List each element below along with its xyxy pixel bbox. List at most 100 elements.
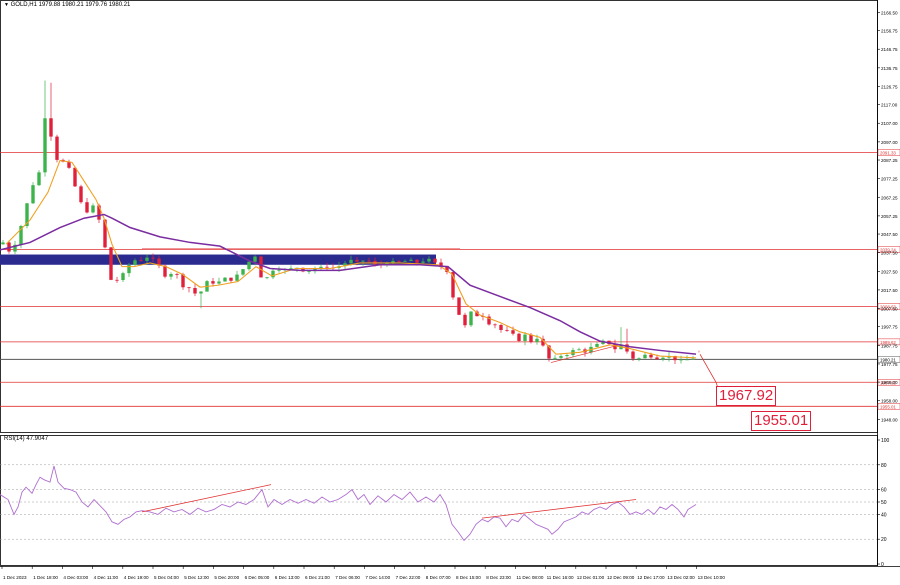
- price-tick-label: 2126.75: [881, 84, 898, 89]
- bullish-candle: [1, 242, 5, 245]
- price-tick-label: 1968.00: [881, 380, 898, 385]
- price-tick-label: 2037.50: [881, 251, 898, 256]
- bullish-candle: [643, 354, 647, 359]
- level-price-box: [877, 246, 900, 253]
- time-tick-label: 5 Dec 04:00: [154, 575, 179, 580]
- bullish-candle: [559, 356, 563, 358]
- price-tick-label: 1958.00: [881, 399, 898, 404]
- rsi-divergence-line-1: [141, 484, 272, 513]
- horizontal-levels-layer: 2091.33 2039.24 2008.63 1989.62 1980.21 1967.…: [0, 149, 900, 410]
- bearish-candle: [463, 314, 467, 326]
- time-tick-label: 8 Dec 07:00: [426, 575, 451, 580]
- level-price-label: 2008.63: [880, 304, 896, 309]
- price-tick-label: 2156.75: [881, 29, 898, 34]
- time-tick-label: 1 Dec 2023: [3, 575, 27, 580]
- bullish-candle: [523, 334, 527, 341]
- time-tick-label: 12 Dec 17:00: [637, 575, 665, 580]
- level-price-label: 1989.62: [880, 340, 896, 345]
- bearish-candle: [181, 274, 185, 288]
- time-tick-label: 4 Dec 11:00: [94, 575, 119, 580]
- bullish-candle: [469, 311, 473, 326]
- time-tick-label: 5 Dec 12:00: [184, 575, 209, 580]
- bullish-candle: [391, 260, 395, 264]
- bullish-candle: [127, 264, 131, 274]
- bullish-candle: [577, 349, 581, 351]
- level-price-label: 1980.21: [880, 357, 896, 362]
- price-tick-label: 1948.00: [881, 417, 898, 422]
- arrow-point-icon: °: [698, 350, 700, 356]
- bullish-candle: [409, 259, 413, 261]
- bearish-candle: [487, 316, 491, 325]
- price-tick-label: 2166.50: [881, 10, 898, 15]
- bullish-candle: [91, 205, 95, 213]
- price-tick-label: 2146.75: [881, 47, 898, 52]
- bullish-candle: [37, 172, 41, 186]
- bullish-candle: [223, 277, 227, 282]
- bearish-candle: [457, 297, 461, 315]
- level-price-label: 2039.24: [880, 248, 896, 253]
- bearish-candle: [631, 351, 635, 359]
- time-tick-label: 8 Dec 23:00: [486, 575, 511, 580]
- slow-ma-line: [0, 213, 697, 355]
- rsi-tick-label: 60: [881, 488, 887, 494]
- bullish-candle: [343, 263, 347, 267]
- rsi-tick-label: 20: [881, 537, 887, 543]
- bullish-candle: [25, 203, 29, 227]
- price-tick-label: 2027.50: [881, 269, 898, 274]
- price-tick-label: 2136.75: [881, 66, 898, 71]
- moving-averages-layer: [0, 159, 697, 359]
- time-tick-label: 12 Dec 09:00: [607, 575, 635, 580]
- price-axis: 2166.50 2156.75 2146.75 2136.75 2126.75 2117.…: [877, 10, 898, 422]
- price-tick-label: 1997.75: [881, 325, 898, 330]
- bearish-candle: [493, 324, 497, 326]
- symbol-title: ▼ GOLD,H1 1979.88 1980.21 1979.76 1980.2…: [4, 2, 130, 8]
- bearish-candle: [529, 334, 533, 343]
- price-tick-label: 2007.50: [881, 307, 898, 312]
- bullish-candle: [121, 273, 125, 281]
- time-tick-label: 4 Dec 03:00: [63, 575, 88, 580]
- bearish-candle: [445, 266, 449, 273]
- rsi-tick-label: 0: [881, 562, 884, 568]
- bearish-candle: [439, 262, 443, 267]
- rsi-title: RSI(14) 47.9047: [4, 436, 49, 442]
- level-price-box: [877, 356, 900, 363]
- bullish-candle: [271, 270, 275, 278]
- time-tick-label: 13 Dec 02:00: [667, 575, 695, 580]
- bullish-candle: [31, 185, 35, 204]
- dropdown-triangle-icon[interactable]: ▼: [4, 2, 9, 8]
- price-tick-label: 1987.75: [881, 343, 898, 348]
- bullish-candle: [565, 355, 569, 357]
- price-tick-label: 2117.00: [881, 103, 898, 108]
- time-tick-label: 8 Dec 15:00: [456, 575, 481, 580]
- bearish-candle: [163, 265, 167, 277]
- bearish-candle: [103, 219, 107, 248]
- bearish-candle: [79, 186, 83, 203]
- bullish-candle: [421, 261, 425, 263]
- price-tick-label: 2097.00: [881, 140, 898, 145]
- bullish-candle: [361, 260, 365, 262]
- rsi-pane-border: [0, 435, 878, 566]
- bullish-candle: [661, 357, 665, 360]
- price-tick-label: 2047.50: [881, 232, 898, 237]
- bullish-candle: [133, 260, 137, 265]
- time-tick-label: 7 Dec 06:00: [335, 575, 360, 580]
- bearish-candle: [451, 272, 455, 298]
- bearish-candle: [547, 345, 551, 359]
- bearish-candle: [517, 333, 521, 341]
- bullish-candle: [349, 259, 353, 264]
- target-2-label: 1955.01: [751, 411, 812, 431]
- rsi-tick-label: 40: [881, 512, 887, 518]
- bullish-candle: [169, 274, 173, 277]
- bullish-candle: [319, 266, 323, 269]
- bullish-candle: [289, 268, 293, 270]
- bearish-candle: [187, 287, 191, 289]
- bullish-candle: [241, 269, 245, 275]
- level-price-label: 1955.01: [880, 404, 896, 409]
- bearish-candle: [505, 329, 509, 331]
- time-tick-label: 12 Dec 01:00: [577, 575, 605, 580]
- bearish-candle: [325, 266, 329, 268]
- level-price-box: [877, 303, 900, 310]
- bullish-candle: [253, 256, 257, 262]
- bearish-candle: [511, 330, 515, 334]
